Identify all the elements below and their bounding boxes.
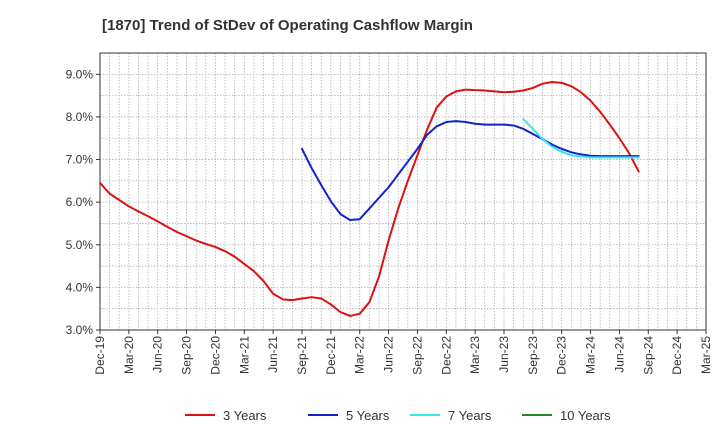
x-tick-label: Sep-21 (295, 336, 309, 375)
x-tick-label: Jun-23 (497, 336, 511, 373)
y-tick-label: 9.0% (66, 67, 94, 81)
legend-label: 5 Years (346, 408, 390, 423)
y-tick-label: 6.0% (66, 195, 94, 209)
y-axis: 3.0% 4.0% 5.0% 6.0% 7.0% 8.0% 9.0% (66, 67, 100, 337)
x-tick-label: Mar-20 (122, 336, 136, 374)
y-tick-label: 3.0% (66, 323, 94, 337)
x-tick-label: Mar-23 (468, 336, 482, 374)
series-line-3-years (99, 80, 640, 317)
series-line-7-years (522, 118, 640, 159)
plot-area (99, 52, 707, 331)
x-tick-label: Jun-21 (266, 336, 280, 373)
x-tick-label: Dec-20 (208, 336, 222, 375)
x-tick-label: Jun-22 (382, 336, 396, 373)
plot-background (100, 53, 706, 330)
plot-border (99, 52, 707, 331)
y-tick-label: 8.0% (66, 110, 94, 124)
x-tick-label: Sep-24 (641, 336, 655, 375)
x-tick-label: Sep-23 (526, 336, 540, 375)
x-axis: Dec-19 Mar-20 Jun-20 Sep-20 Dec-20 Mar-21 Jun-… (93, 330, 713, 375)
x-tick-label: Dec-21 (324, 336, 338, 375)
x-tick-label: Dec-24 (670, 336, 684, 375)
x-tick-label: Mar-24 (584, 336, 598, 374)
x-tick-label: Dec-22 (439, 336, 453, 375)
x-tick-label: Jun-20 (151, 336, 165, 373)
x-tick-label: Dec-23 (555, 336, 569, 375)
legend: 3 Years 5 Years 7 Years 10 Years (185, 408, 611, 423)
series-layer (99, 80, 640, 317)
x-tick-label: Jun-24 (612, 336, 626, 373)
y-tick-label: 7.0% (66, 153, 94, 167)
x-tick-label: Dec-19 (93, 336, 107, 375)
legend-label: 10 Years (560, 408, 611, 423)
y-tick-label: 4.0% (66, 280, 94, 294)
x-tick-label: Sep-22 (410, 336, 424, 375)
series-line-5-years (301, 120, 640, 222)
x-tick-label: Mar-21 (237, 336, 251, 374)
x-tick-label: Mar-22 (353, 336, 367, 374)
y-tick-label: 5.0% (66, 238, 94, 252)
legend-label: 3 Years (223, 408, 267, 423)
chart-title: [1870] Trend of StDev of Operating Cashf… (102, 17, 473, 34)
x-tick-label: Mar-25 (699, 336, 713, 374)
x-tick-label: Sep-20 (180, 336, 194, 375)
legend-label: 7 Years (448, 408, 492, 423)
